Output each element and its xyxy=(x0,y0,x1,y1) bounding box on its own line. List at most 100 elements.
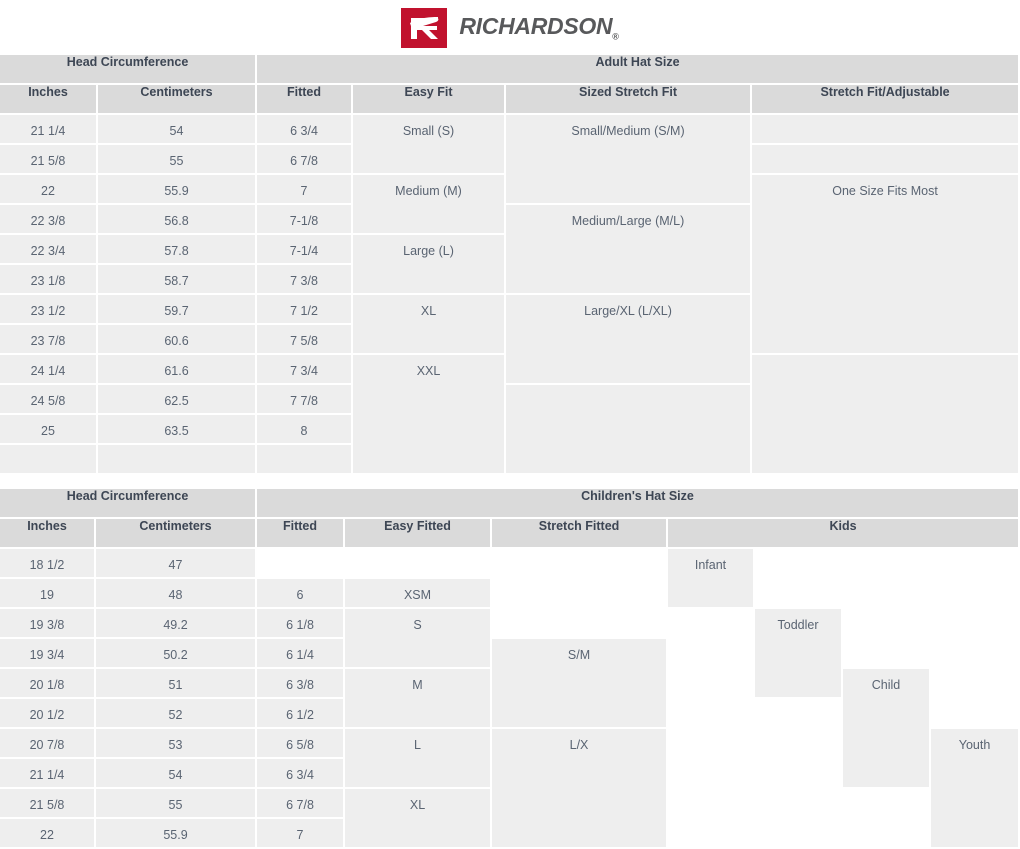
children-fitted: 6 xyxy=(257,579,346,609)
children-inches: 22 xyxy=(0,819,96,849)
adult-col-sized-stretch-fit: Sized Stretch Fit xyxy=(506,85,753,115)
adult-inches: 25 xyxy=(0,415,98,445)
children-inches: 19 xyxy=(0,579,96,609)
children-head-circumference-group: Head Circumference xyxy=(0,489,258,519)
adult-fitted-empty xyxy=(257,445,354,475)
children-centimeters: 55.9 xyxy=(96,819,258,849)
children-kids-infant-empty xyxy=(668,609,756,699)
table-row: 20 1/2 52 6 1/2 xyxy=(0,699,1020,729)
adult-fitted: 7 7/8 xyxy=(257,385,354,415)
table-row: 21 1/4 54 6 3/4 Small (S) Small/Medium (… xyxy=(0,115,1020,205)
adult-sized-stretch-sm: Small/Medium (S/M) xyxy=(506,115,753,205)
adult-stretch-adjustable-osfm: One Size Fits Most xyxy=(752,175,1020,355)
table-row: 23 7/8 60.6 7 5/8 xyxy=(0,325,1020,355)
children-inches: 19 3/8 xyxy=(0,609,96,639)
children-inches: 18 1/2 xyxy=(0,549,96,579)
adult-easy-fit-xxl: XXL xyxy=(353,355,507,475)
adult-inches: 23 1/2 xyxy=(0,295,98,325)
children-fitted: 6 1/4 xyxy=(257,639,346,669)
adult-easy-fit-large: Large (L) xyxy=(353,235,507,295)
adult-easy-fit-small: Small (S) xyxy=(353,115,507,175)
adult-centimeters-empty xyxy=(98,445,258,475)
adult-inches-empty xyxy=(0,445,98,475)
adult-col-stretch-fit-adjustable: Stretch Fit/Adjustable xyxy=(752,85,1020,115)
adult-centimeters: 60.6 xyxy=(98,325,258,355)
children-inches: 20 1/2 xyxy=(0,699,96,729)
children-hat-size-group: Children's Hat Size xyxy=(257,489,1020,519)
children-kids-toddler: Toddler xyxy=(755,609,844,699)
adult-sized-stretch-ml: Medium/Large (M/L) xyxy=(506,205,753,295)
children-kids-toddler-empty xyxy=(755,729,844,849)
children-stretch-fitted-empty xyxy=(492,549,669,639)
table-row: 18 1/2 47 Infant xyxy=(0,549,1020,729)
children-col-kids: Kids xyxy=(668,519,1020,549)
adult-fitted: 7 1/2 xyxy=(257,295,354,325)
children-fitted: 6 3/4 xyxy=(257,759,346,789)
adult-centimeters: 62.5 xyxy=(98,385,258,415)
adult-centimeters: 54 xyxy=(98,115,258,145)
table-row: 24 5/8 62.5 7 7/8 xyxy=(0,385,1020,475)
adult-fitted: 6 7/8 xyxy=(257,145,354,175)
children-group-header-row: Head Circumference Children's Hat Size xyxy=(0,489,1020,519)
adult-col-inches: Inches xyxy=(0,85,98,115)
table-row: 24 1/4 61.6 7 3/4 XXL xyxy=(0,355,1020,475)
table-row: 22 55.9 7 Medium (M) One Size Fits Most xyxy=(0,175,1020,355)
adult-centimeters: 58.7 xyxy=(98,265,258,295)
adult-centimeters: 57.8 xyxy=(98,235,258,265)
adult-hat-size-table: Head Circumference Adult Hat Size Inches… xyxy=(0,55,1020,475)
children-centimeters: 53 xyxy=(96,729,258,759)
brand-header: RICHARDSON® xyxy=(0,0,1020,55)
table-row: 19 48 6 XSM xyxy=(0,579,1020,609)
adult-fitted: 7 xyxy=(257,175,354,205)
children-kids-youth: Youth xyxy=(931,729,1020,849)
adult-stretch-adjustable-empty xyxy=(752,355,1020,475)
children-centimeters: 48 xyxy=(96,579,258,609)
adult-stretch-adjustable-empty xyxy=(752,115,1020,145)
table-row: 19 3/4 50.2 6 1/4 S/M xyxy=(0,639,1020,729)
children-kids-infant: Infant xyxy=(668,549,756,609)
adult-inches: 21 1/4 xyxy=(0,115,98,145)
children-centimeters: 52 xyxy=(96,699,258,729)
children-easy-fitted-empty xyxy=(345,549,493,579)
richardson-r-logo-icon xyxy=(401,7,448,48)
adult-fitted: 7 3/4 xyxy=(257,355,354,385)
children-col-centimeters: Centimeters xyxy=(96,519,258,549)
adult-fitted: 7-1/4 xyxy=(257,235,354,265)
adult-trailing-row xyxy=(0,445,1020,475)
adult-inches: 23 7/8 xyxy=(0,325,98,355)
children-inches: 20 1/8 xyxy=(0,669,96,699)
children-easy-fitted-xl: XL xyxy=(345,789,493,849)
children-column-header-row: Inches Centimeters Fitted Easy Fitted St… xyxy=(0,519,1020,549)
children-centimeters: 50.2 xyxy=(96,639,258,669)
brand-wordmark: RICHARDSON® xyxy=(459,13,619,42)
adult-centimeters: 61.6 xyxy=(98,355,258,385)
adult-head-circumference-group: Head Circumference xyxy=(0,55,258,85)
table-row: 19 3/8 49.2 6 1/8 S Toddler xyxy=(0,609,1020,699)
children-inches: 20 7/8 xyxy=(0,729,96,759)
adult-column-header-row: Inches Centimeters Fitted Easy Fit Sized… xyxy=(0,85,1020,115)
children-col-stretch-fitted: Stretch Fitted xyxy=(492,519,669,549)
adult-centimeters: 63.5 xyxy=(98,415,258,445)
adult-inches: 24 1/4 xyxy=(0,355,98,385)
children-fitted-empty xyxy=(257,549,346,579)
children-fitted: 6 5/8 xyxy=(257,729,346,759)
children-kids-child-empty xyxy=(843,789,932,849)
children-kids-infant-empty xyxy=(668,729,756,849)
adult-centimeters: 59.7 xyxy=(98,295,258,325)
table-row: 25 63.5 8 xyxy=(0,415,1020,445)
adult-col-easy-fit: Easy Fit xyxy=(353,85,507,115)
children-centimeters: 49.2 xyxy=(96,609,258,639)
children-fitted: 6 3/8 xyxy=(257,669,346,699)
children-inches: 21 1/4 xyxy=(0,759,96,789)
adult-group-header-row: Head Circumference Adult Hat Size xyxy=(0,55,1020,85)
children-centimeters: 55 xyxy=(96,789,258,819)
children-hat-size-table: Head Circumference Children's Hat Size I… xyxy=(0,489,1020,849)
adult-fitted: 7 5/8 xyxy=(257,325,354,355)
adult-col-fitted: Fitted xyxy=(257,85,354,115)
children-easy-fitted-xsm: XSM xyxy=(345,579,493,609)
children-col-easy-fitted: Easy Fitted xyxy=(345,519,493,549)
table-row: 20 7/8 53 6 5/8 L L/X Youth xyxy=(0,729,1020,849)
children-inches: 19 3/4 xyxy=(0,639,96,669)
table-separator xyxy=(0,475,1020,489)
adult-inches: 22 3/4 xyxy=(0,235,98,265)
